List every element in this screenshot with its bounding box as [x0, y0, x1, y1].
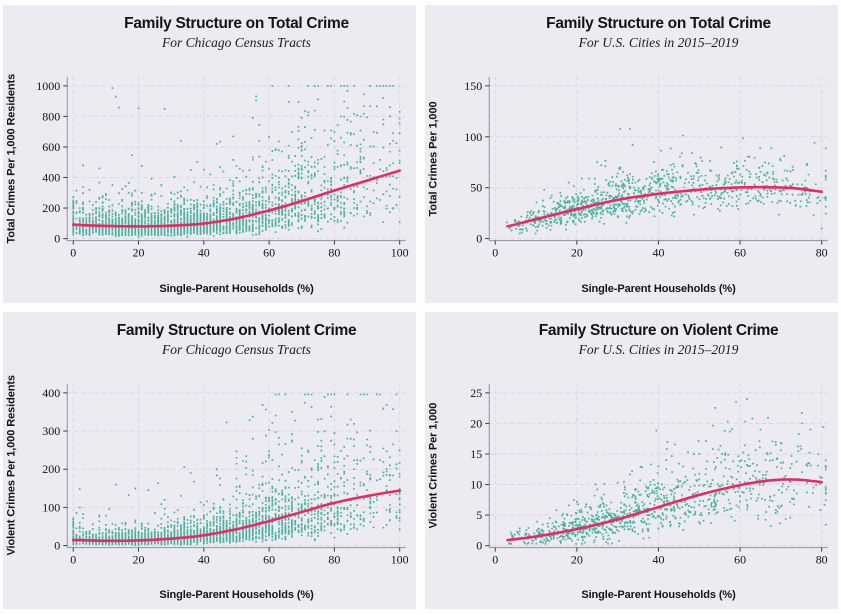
- svg-text:15: 15: [470, 446, 482, 460]
- svg-text:200: 200: [42, 201, 60, 215]
- svg-text:25: 25: [470, 385, 482, 399]
- svg-text:40: 40: [198, 552, 210, 566]
- svg-text:1000: 1000: [36, 79, 60, 93]
- svg-text:20: 20: [133, 246, 145, 260]
- svg-text:80: 80: [328, 246, 340, 260]
- svg-text:40: 40: [652, 246, 664, 260]
- svg-text:60: 60: [263, 552, 275, 566]
- svg-text:800: 800: [42, 109, 60, 123]
- chart-panel-us-total-crime: Family Structure on Total Crime For U.S.…: [425, 5, 838, 303]
- scatter-plot-us-violent: 0 20 40 60 80 0 5 10 15 20 25: [470, 383, 828, 566]
- svg-text:400: 400: [42, 171, 60, 185]
- svg-text:40: 40: [198, 246, 210, 260]
- chart-title: Family Structure on Violent Crime: [538, 321, 779, 339]
- svg-text:20: 20: [571, 246, 583, 260]
- x-axis-label: Single-Parent Households (%): [159, 589, 314, 601]
- svg-text:60: 60: [734, 246, 746, 260]
- svg-text:0: 0: [54, 232, 60, 246]
- svg-text:80: 80: [816, 552, 828, 566]
- chart-panel-chicago-total-crime: Family Structure on Total Crime For Chic…: [3, 5, 416, 303]
- scatter-plot-us-total: 0 20 40 60 80 0 50 100 150: [464, 76, 828, 260]
- svg-text:100: 100: [391, 552, 409, 566]
- svg-text:600: 600: [42, 140, 60, 154]
- chart-subtitle: For Chicago Census Tracts: [162, 35, 311, 50]
- x-axis-label: Single-Parent Households (%): [581, 589, 736, 601]
- svg-text:0: 0: [476, 538, 482, 552]
- svg-text:20: 20: [470, 416, 482, 430]
- svg-text:20: 20: [133, 552, 145, 566]
- svg-text:60: 60: [734, 552, 746, 566]
- chart-subtitle: For Chicago Census Tracts: [162, 341, 311, 357]
- svg-text:150: 150: [464, 79, 482, 93]
- svg-text:40: 40: [652, 552, 664, 566]
- svg-text:100: 100: [391, 246, 409, 260]
- svg-text:60: 60: [263, 246, 275, 260]
- svg-text:10: 10: [470, 477, 482, 491]
- chart-panel-chicago-violent-crime: Family Structure on Violent Crime For Ch…: [3, 311, 416, 609]
- chart-subtitle: For U.S. Cities in 2015–2019: [578, 35, 739, 50]
- svg-text:0: 0: [492, 246, 498, 260]
- svg-text:0: 0: [70, 246, 76, 260]
- svg-text:80: 80: [816, 246, 828, 260]
- svg-text:80: 80: [328, 552, 340, 566]
- svg-text:0: 0: [70, 552, 76, 566]
- svg-text:300: 300: [42, 424, 60, 438]
- svg-text:100: 100: [42, 500, 60, 514]
- x-axis-label: Single-Parent Households (%): [581, 282, 736, 295]
- svg-text:400: 400: [42, 385, 60, 399]
- chart-title: Family Structure on Total Crime: [546, 15, 771, 32]
- chart-panel-us-violent-crime: Family Structure on Violent Crime For U.…: [425, 311, 838, 609]
- svg-text:100: 100: [464, 130, 482, 144]
- svg-text:50: 50: [470, 181, 482, 195]
- svg-text:0: 0: [492, 552, 498, 566]
- svg-text:5: 5: [476, 508, 482, 522]
- svg-text:0: 0: [54, 538, 60, 552]
- svg-text:200: 200: [42, 462, 60, 476]
- chart-title: Family Structure on Violent Crime: [116, 321, 357, 339]
- svg-text:0: 0: [476, 232, 482, 246]
- chart-title: Family Structure on Total Crime: [124, 15, 349, 32]
- svg-text:20: 20: [571, 552, 583, 566]
- x-axis-label: Single-Parent Households (%): [159, 282, 314, 295]
- scatter-plot-chicago-violent: 0 20 40 60 80 100 0 100 200 300 400: [42, 383, 409, 566]
- chart-subtitle: For U.S. Cities in 2015–2019: [578, 341, 739, 357]
